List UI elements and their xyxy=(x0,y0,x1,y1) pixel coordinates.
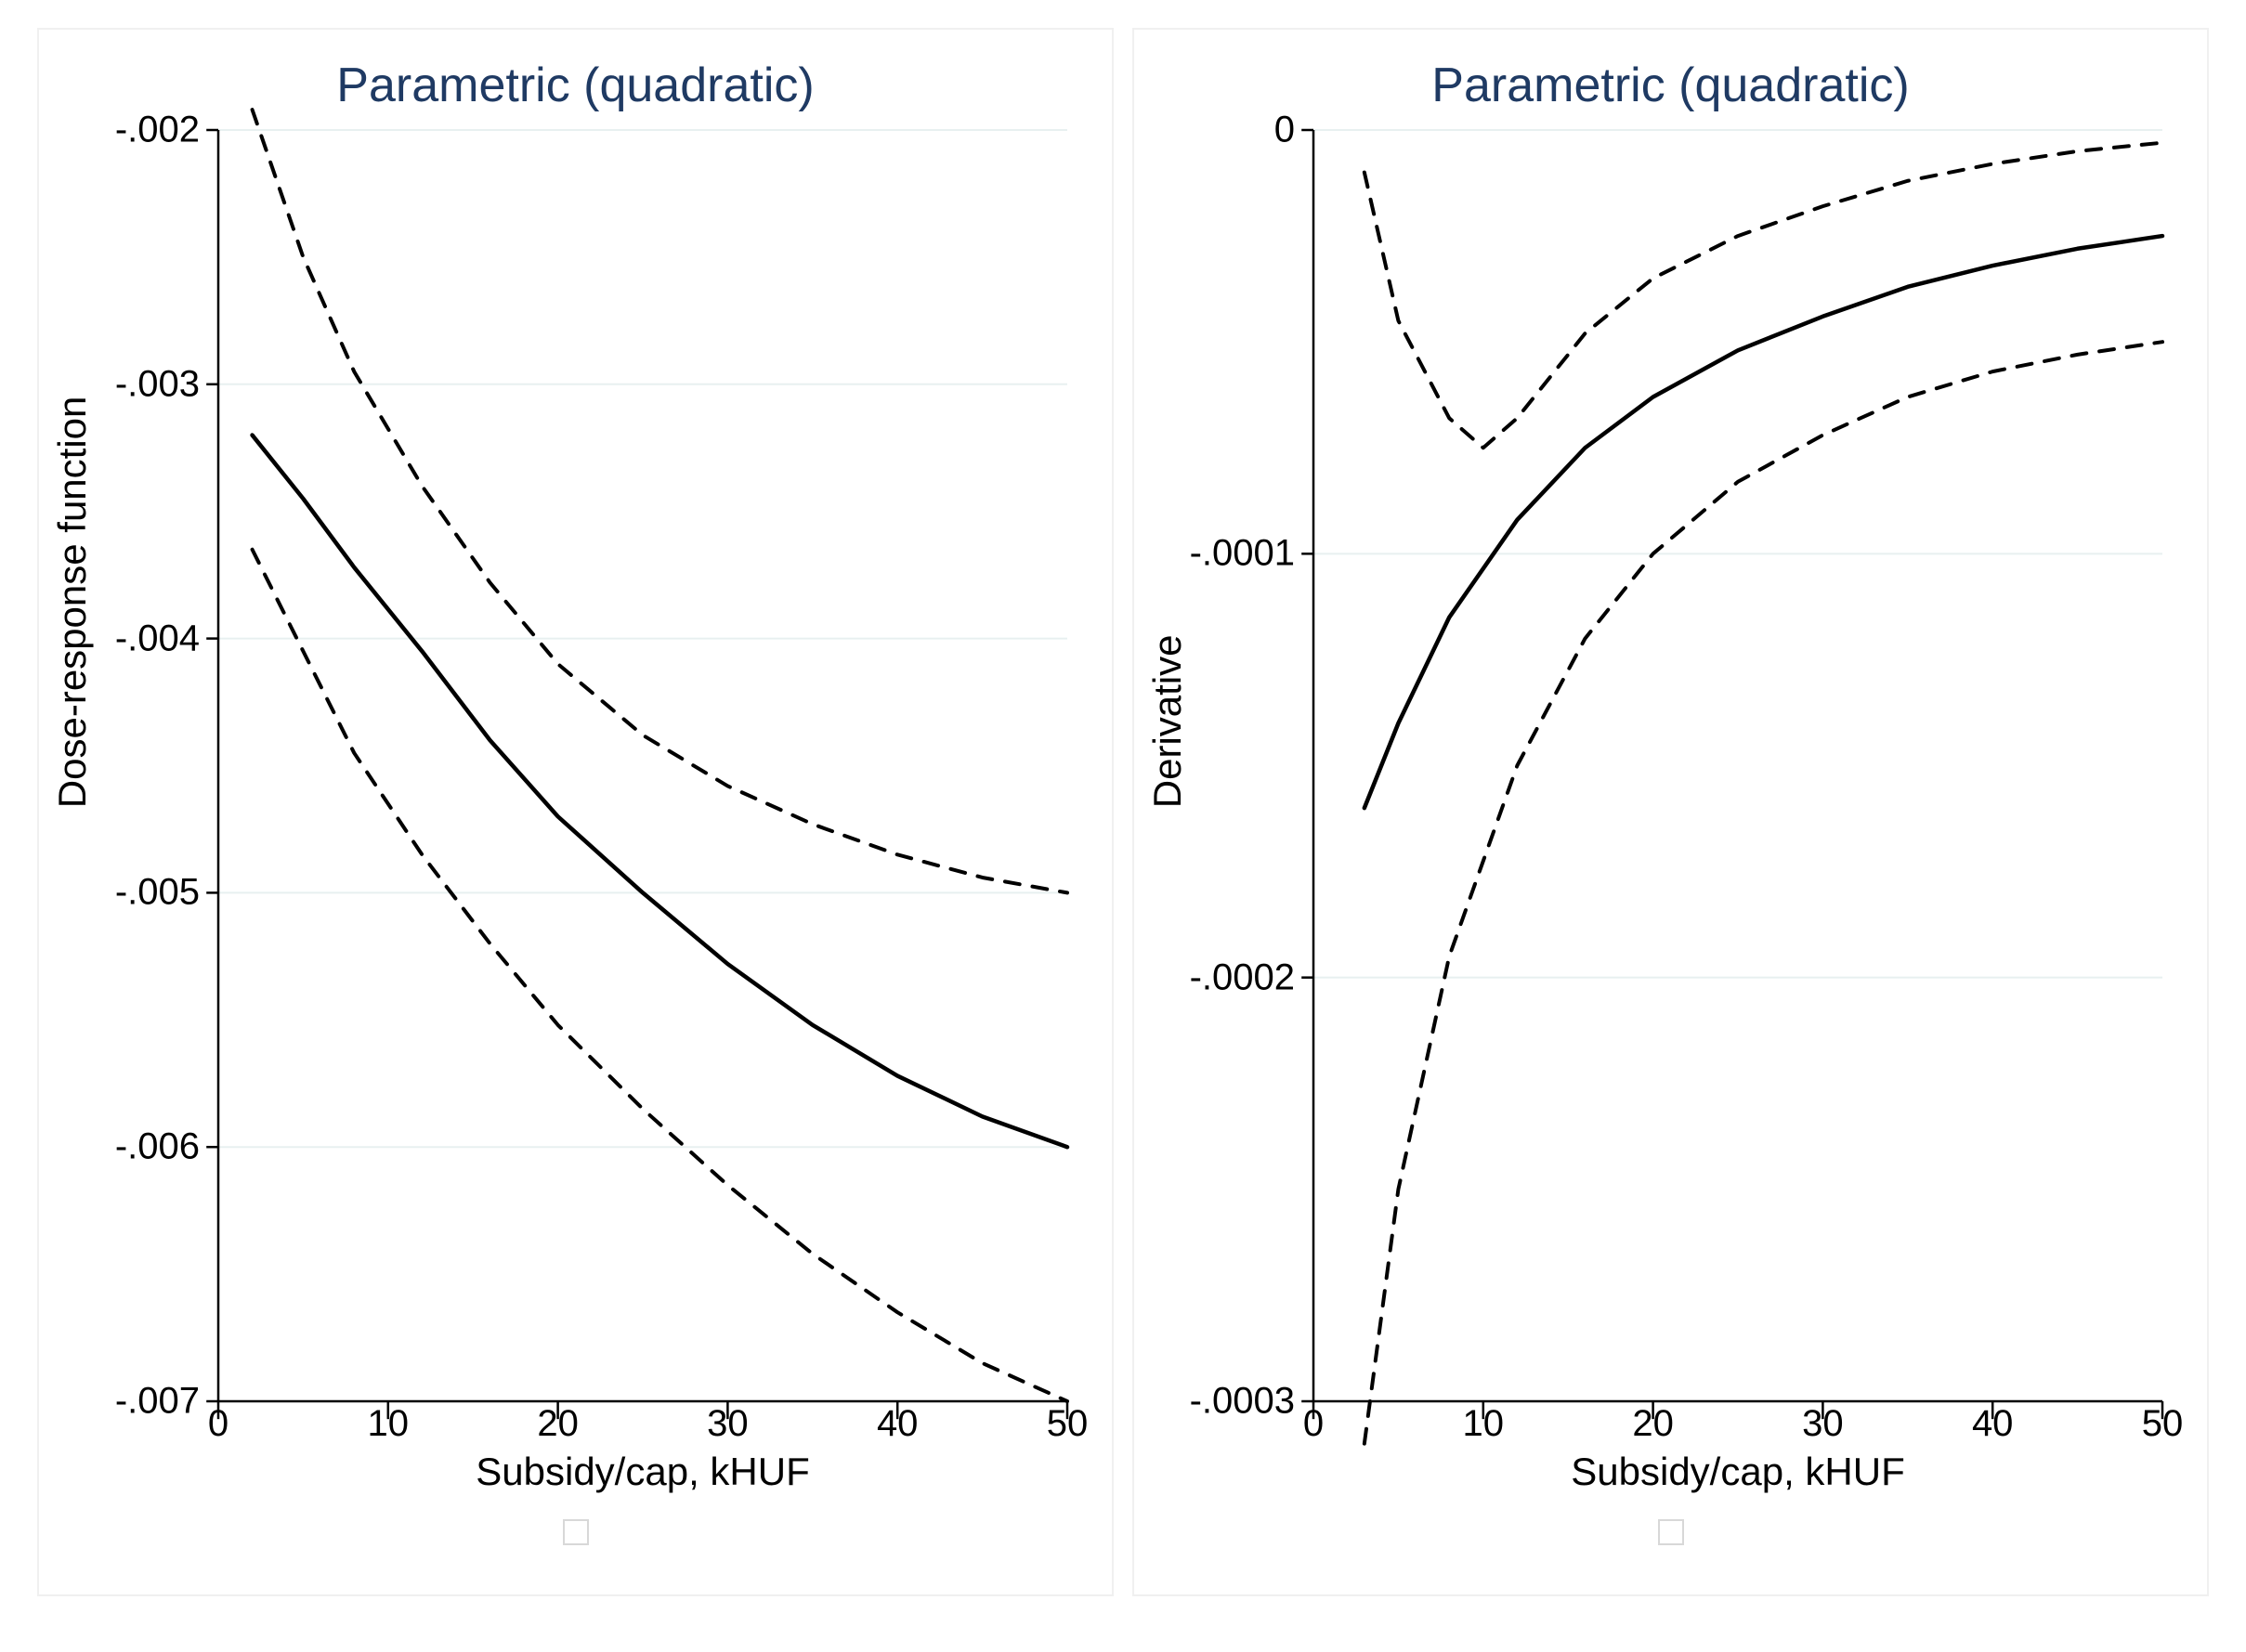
chart-title: Parametric (quadratic) xyxy=(56,58,1095,113)
y-tick-label: -.003 xyxy=(115,363,200,405)
x-tick-label: 10 xyxy=(1463,1403,1505,1445)
x-tick-label: 20 xyxy=(1632,1403,1674,1445)
x-tick-label: 30 xyxy=(1802,1403,1844,1445)
x-axis-label: Subsidy/cap, kHUF xyxy=(1313,1450,2162,1494)
panel-left-inner: Parametric (quadratic) Dose-response fun… xyxy=(56,46,1095,1578)
x-axis-ticks: 01020304050 xyxy=(218,1403,1067,1448)
y-tick-label: -.0001 xyxy=(1190,533,1295,575)
y-tick-label: -.005 xyxy=(115,872,200,914)
legend-placeholder-icon xyxy=(563,1519,589,1545)
plot-area xyxy=(1313,130,2162,1401)
y-tick-label: -.0002 xyxy=(1190,956,1295,998)
y-tick-label: -.004 xyxy=(115,618,200,659)
y-tick-label: -.007 xyxy=(115,1381,200,1423)
x-tick-label: 30 xyxy=(707,1403,749,1445)
y-axis-ticks: -.0003-.0002-.00010 xyxy=(1151,130,1304,1401)
y-tick-label: -.006 xyxy=(115,1126,200,1168)
y-tick-label: -.002 xyxy=(115,110,200,151)
y-tick-label: 0 xyxy=(1274,110,1295,151)
x-axis-ticks: 01020304050 xyxy=(1313,1403,2162,1448)
y-tick-label: -.0003 xyxy=(1190,1381,1295,1423)
x-tick-label: 0 xyxy=(208,1403,229,1445)
plot-area xyxy=(218,130,1067,1401)
y-axis-ticks: -.007-.006-.005-.004-.003-.002 xyxy=(56,130,209,1401)
x-tick-label: 40 xyxy=(1972,1403,2014,1445)
x-tick-label: 50 xyxy=(2142,1403,2184,1445)
x-tick-label: 0 xyxy=(1303,1403,1324,1445)
chart-title: Parametric (quadratic) xyxy=(1151,58,2190,113)
panel-left: Parametric (quadratic) Dose-response fun… xyxy=(37,28,1114,1596)
legend-placeholder-icon xyxy=(1658,1519,1684,1545)
panel-right-inner: Parametric (quadratic) Derivative -.0003… xyxy=(1151,46,2190,1578)
x-axis-label: Subsidy/cap, kHUF xyxy=(218,1450,1067,1494)
x-tick-label: 50 xyxy=(1047,1403,1089,1445)
figure-container: Parametric (quadratic) Dose-response fun… xyxy=(0,0,2246,1652)
x-tick-label: 20 xyxy=(537,1403,579,1445)
panel-right: Parametric (quadratic) Derivative -.0003… xyxy=(1132,28,2209,1596)
x-tick-label: 10 xyxy=(368,1403,410,1445)
x-tick-label: 40 xyxy=(877,1403,919,1445)
